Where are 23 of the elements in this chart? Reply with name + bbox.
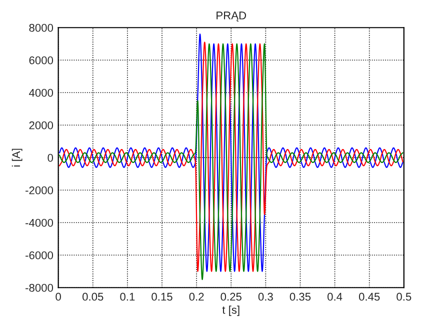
y-tick-label: 8000 [29, 24, 54, 32]
x-tick-label: 0.05 [82, 292, 104, 301]
x-tick-label: 0.2 [189, 292, 204, 301]
y-tick-label: -8000 [26, 284, 54, 292]
x-tick-label: 0 [56, 292, 61, 301]
x-tick-label: 0.1 [120, 292, 135, 301]
y-axis-title: i [A] [12, 148, 22, 166]
chart-title: PRĄD [216, 12, 246, 22]
x-tick-label: 0.4 [328, 292, 342, 301]
y-tick-label: -4000 [26, 218, 54, 227]
y-tick-label: 2000 [29, 121, 54, 130]
x-axis-title: t [s] [222, 306, 240, 316]
y-tick-label: -2000 [26, 186, 54, 194]
x-tick-label: 0.15 [152, 292, 172, 301]
y-tick-label: -6000 [26, 251, 54, 260]
x-tick-label: 0.35 [290, 292, 311, 301]
y-tick-label: 6000 [29, 56, 54, 64]
x-tick-label: 0.25 [220, 292, 242, 301]
x-tick-label: 0.3 [258, 292, 273, 301]
x-tick-label: 0.5 [396, 292, 412, 301]
x-tick-label: 0.45 [358, 292, 380, 301]
y-tick-label: 4000 [29, 88, 54, 97]
y-tick-label: 0 [48, 154, 54, 162]
